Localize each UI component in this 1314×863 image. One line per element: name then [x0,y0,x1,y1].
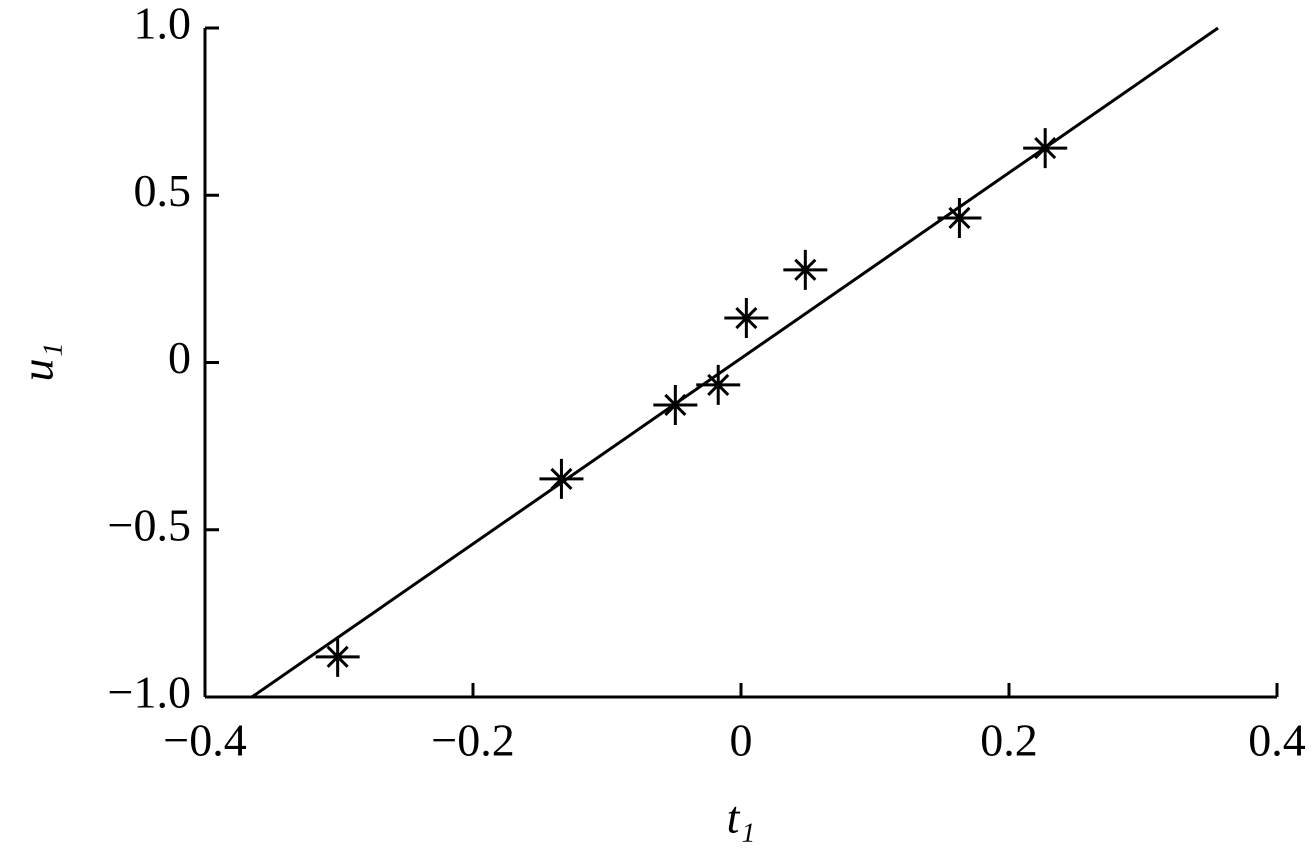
x-tick-label: 0.2 [980,715,1038,766]
y-tick-label: 0.5 [134,165,192,216]
y-tick-label: −1.0 [108,667,191,718]
fit-line [251,26,1219,699]
y-tick-label: 0 [168,332,191,383]
point [653,384,698,425]
point [783,249,828,290]
x-axis-label: t₁ [727,792,756,843]
point [1023,128,1068,169]
point [315,636,360,677]
point [937,197,982,238]
x-tick-label: −0.2 [431,715,514,766]
x-tick-label: 0.4 [1248,715,1306,766]
point [539,458,584,499]
point [696,364,741,405]
y-tick-label: −0.5 [108,499,191,550]
x-tick-label: 0 [730,715,753,766]
x-tick-label: −0.4 [163,715,246,766]
y-tick-label: 1.0 [134,0,192,49]
y-axis-label: u₁ [12,343,63,382]
point [724,298,769,339]
